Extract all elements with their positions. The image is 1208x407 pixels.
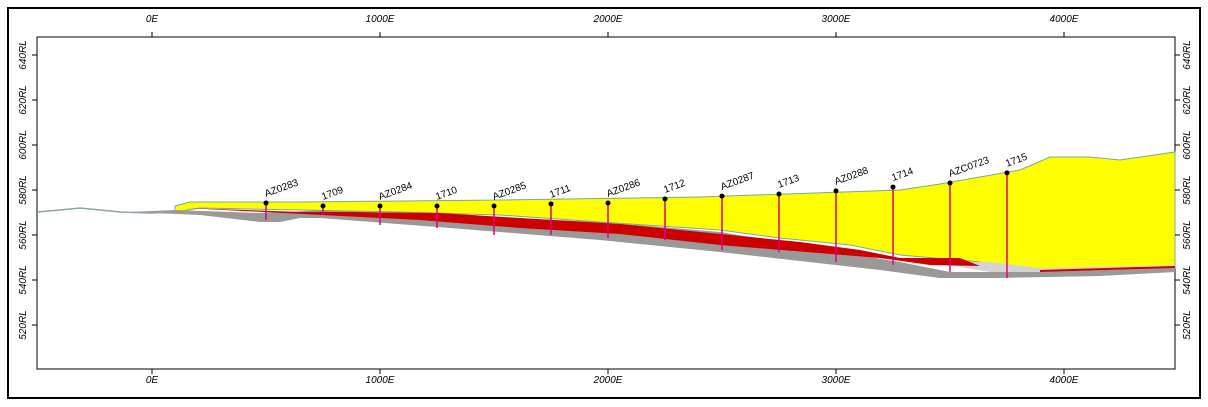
x-tick-label: 1000E <box>366 375 395 386</box>
x-tick-label: 3000E <box>822 14 851 25</box>
y-tick-label: 580RL <box>18 175 29 204</box>
collar <box>320 203 326 209</box>
x-tick-label: 1000E <box>366 14 395 25</box>
hole-label: 1714 <box>890 166 915 184</box>
y-tick-label: 580RL <box>1182 175 1193 204</box>
collar <box>662 196 668 202</box>
hole-label: 1711 <box>548 183 572 201</box>
collar <box>263 200 269 206</box>
y-tick-label: 540RL <box>1182 265 1193 294</box>
y-tick-label: 640RL <box>18 40 29 69</box>
collar <box>548 201 554 207</box>
x-tick-label: 0E <box>146 375 159 386</box>
collar <box>890 184 896 190</box>
hole-label: 1709 <box>320 185 345 203</box>
hole-label: AZ0283 <box>263 177 300 199</box>
hole-label: 1712 <box>662 178 687 196</box>
x-tick-label: 4000E <box>1050 375 1079 386</box>
hole-label: AZ0286 <box>605 177 642 199</box>
hole-label: AZ0284 <box>377 180 414 202</box>
ore-layer <box>185 208 980 266</box>
x-tick-label: 2000E <box>593 375 623 386</box>
x-tick-label: 3000E <box>822 375 851 386</box>
y-tick-label: 520RL <box>1182 310 1193 339</box>
y-tick-label: 620RL <box>1182 85 1193 114</box>
hole-label: 1715 <box>1004 152 1029 170</box>
collar <box>833 188 839 194</box>
y-tick-label: 620RL <box>18 85 29 114</box>
collar <box>434 203 440 209</box>
y-tick-label: 520RL <box>18 310 29 339</box>
collar <box>947 180 953 186</box>
x-tick-label: 0E <box>146 14 159 25</box>
ore-layer <box>1040 266 1175 272</box>
y-tick-label: 640RL <box>1182 40 1193 69</box>
basement-layer <box>130 210 1175 278</box>
x-tick-label: 4000E <box>1050 14 1079 25</box>
y-tick-label: 600RL <box>18 130 29 159</box>
collar <box>605 200 611 206</box>
y-tick-label: 560RL <box>18 220 29 249</box>
hole-label: AZ0288 <box>833 165 870 187</box>
outer-frame <box>7 7 1201 399</box>
collar <box>491 203 497 209</box>
collar <box>719 193 725 199</box>
hole-label: AZ0287 <box>719 170 756 192</box>
y-tick-label: 600RL <box>1182 130 1193 159</box>
hole-label: 1713 <box>776 173 801 191</box>
collar <box>377 203 383 209</box>
collar <box>1004 170 1010 176</box>
ground-line <box>36 207 176 214</box>
y-tick-label: 560RL <box>1182 220 1193 249</box>
x-tick-label: 2000E <box>593 14 623 25</box>
collar <box>776 191 782 197</box>
y-tick-label: 540RL <box>18 265 29 294</box>
